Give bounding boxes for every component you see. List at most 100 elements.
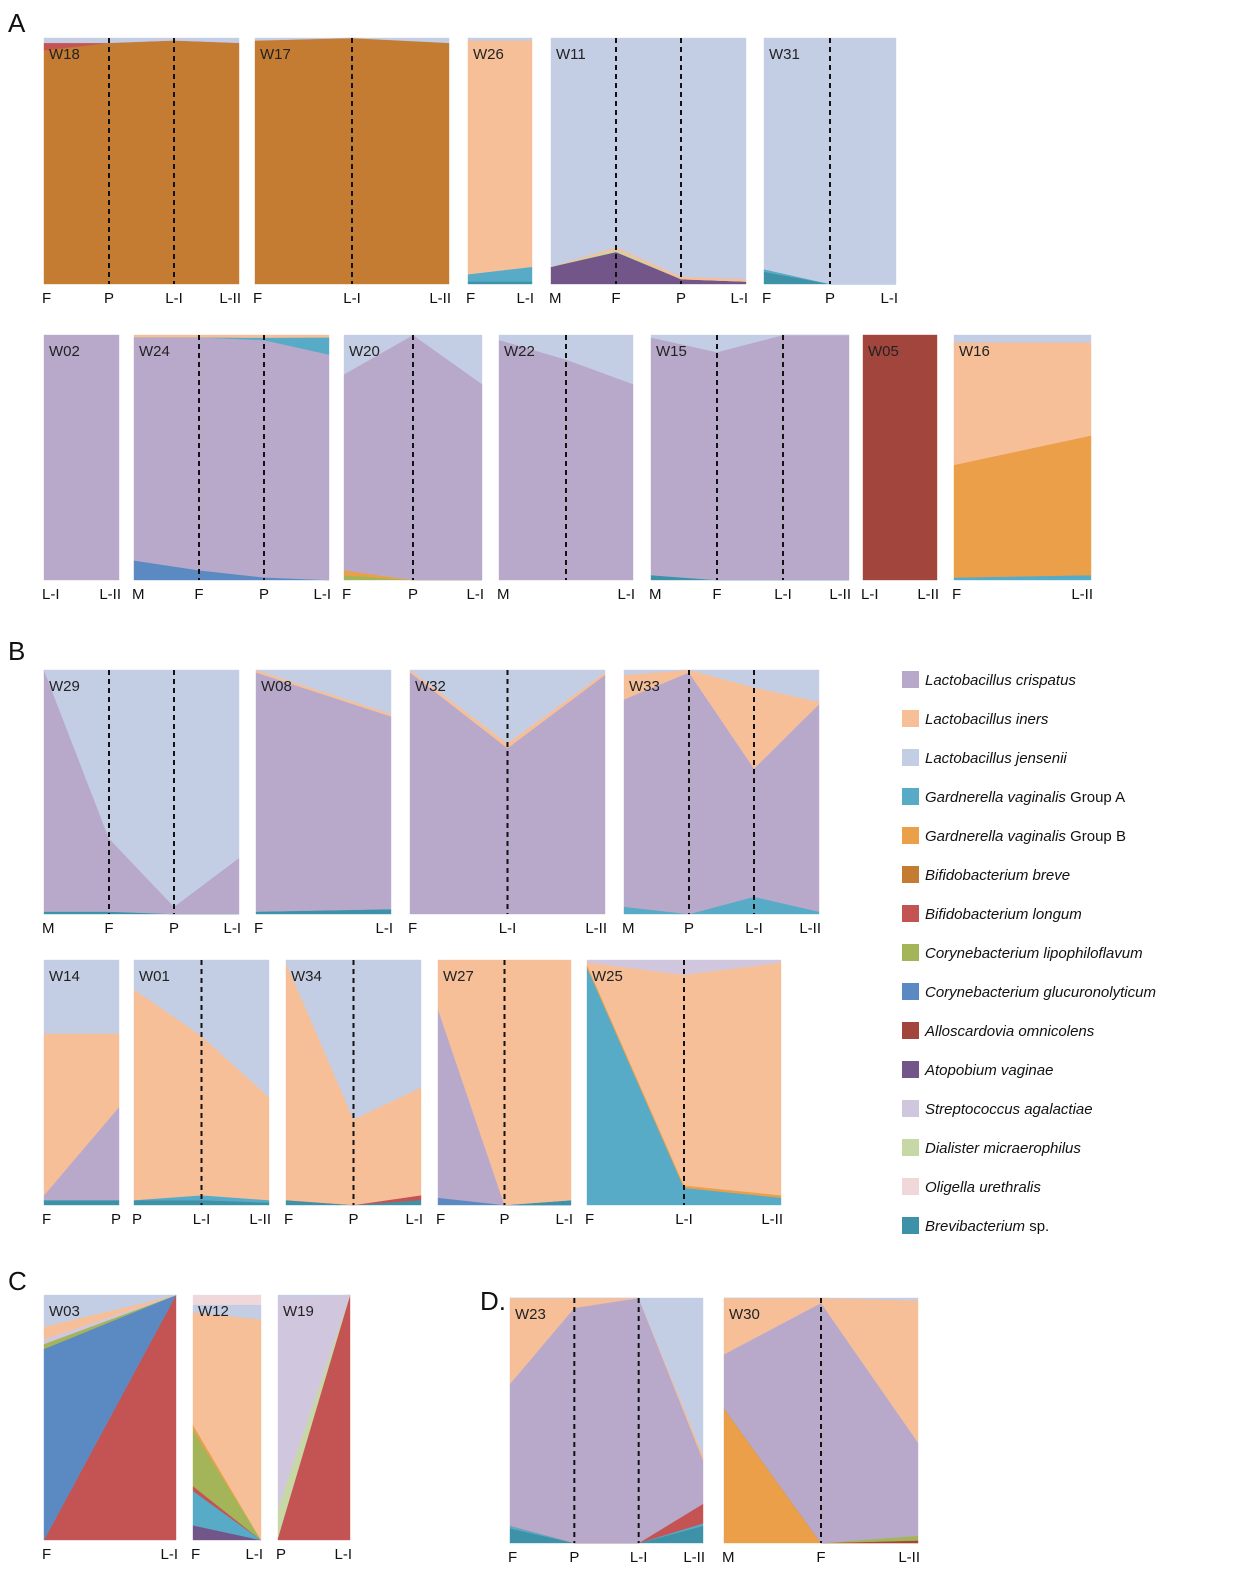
area-series-lactobacillus-jensenii bbox=[510, 1297, 704, 1455]
chart-W27: W27 F P L-I bbox=[436, 959, 573, 1228]
area-series-lactobacillus-jensenii bbox=[953, 334, 1092, 343]
legend-label: Bifidobacterium breve bbox=[925, 867, 1070, 884]
x-tick-label: P bbox=[408, 586, 418, 603]
legend-entry: Corynebacterium lipophiloflavum bbox=[902, 944, 1143, 962]
x-tick-label: L-I bbox=[245, 1546, 263, 1563]
x-tick-label: M bbox=[622, 920, 635, 937]
sample-id-label: W03 bbox=[49, 1303, 80, 1320]
x-tick-label: F bbox=[585, 1211, 594, 1228]
chart-W34: W34 F P L-I bbox=[284, 959, 423, 1228]
legend-label: Atopobium vaginae bbox=[924, 1062, 1053, 1079]
x-tick-label: F bbox=[952, 586, 961, 603]
x-tick-label: L-II bbox=[799, 920, 821, 937]
x-tick-label: P bbox=[259, 586, 269, 603]
x-tick-label: L-II bbox=[683, 1549, 705, 1566]
legend-label: Dialister micraerophilus bbox=[925, 1140, 1081, 1157]
legend-swatch bbox=[902, 1022, 919, 1039]
sample-id-label: W18 bbox=[49, 46, 80, 63]
x-tick-label: L-I bbox=[223, 920, 241, 937]
area-series-lactobacillus-jensenii bbox=[650, 334, 849, 353]
area-series-bifidobacterium-breve bbox=[43, 40, 240, 285]
chart-W15: W15 M F L-I L-II bbox=[649, 334, 851, 603]
chart-W18: W18 F P L-I L-II bbox=[42, 37, 241, 307]
area-series-lactobacillus-jensenii bbox=[623, 669, 820, 702]
x-tick-label: L-I bbox=[160, 1546, 178, 1563]
chart-W01: W01 P L-I L-II bbox=[132, 959, 271, 1228]
sample-id-label: W26 bbox=[473, 46, 504, 63]
sample-id-label: W12 bbox=[198, 1303, 229, 1320]
legend-swatch bbox=[902, 1061, 919, 1078]
x-tick-label: F bbox=[194, 586, 203, 603]
x-tick-label: L-II bbox=[219, 290, 241, 307]
x-tick-label: F bbox=[253, 290, 262, 307]
x-tick-label: M bbox=[549, 290, 562, 307]
legend-entry: Bifidobacterium breve bbox=[902, 866, 1070, 884]
x-tick-label: L-II bbox=[429, 290, 451, 307]
sample-id-label: W08 bbox=[261, 678, 292, 695]
x-tick-label: L-I bbox=[516, 290, 534, 307]
sample-id-label: W01 bbox=[139, 968, 170, 985]
chart-W03: W03 F L-I bbox=[42, 1294, 178, 1563]
legend-entry: Brevibacterium sp. bbox=[902, 1217, 1049, 1235]
area-series-lactobacillus-jensenii bbox=[43, 37, 240, 44]
x-tick-label: L-I bbox=[730, 290, 748, 307]
legend-swatch bbox=[902, 1139, 919, 1156]
legend-swatch bbox=[902, 788, 919, 805]
x-tick-label: F bbox=[762, 290, 771, 307]
sample-id-label: W29 bbox=[49, 678, 80, 695]
x-tick-label: L-II bbox=[917, 586, 939, 603]
chart-W12: W12 F L-I bbox=[191, 1294, 263, 1563]
legend-label: Alloscardovia omnicolens bbox=[924, 1023, 1095, 1040]
x-tick-label: L-II bbox=[585, 920, 607, 937]
sample-id-label: W23 bbox=[515, 1306, 546, 1323]
sample-id-label: W19 bbox=[283, 1303, 314, 1320]
chart-W29: W29 M F P L-I bbox=[42, 669, 241, 937]
legend-label: Gardnerella vaginalis Group B bbox=[925, 828, 1126, 845]
x-tick-label: P bbox=[684, 920, 694, 937]
x-tick-label: L-I bbox=[343, 290, 361, 307]
sample-id-label: W24 bbox=[139, 343, 170, 360]
area-series-lactobacillus-jensenii bbox=[724, 1297, 919, 1301]
x-tick-label: F bbox=[191, 1546, 200, 1563]
area-series-lactobacillus-jensenii bbox=[43, 959, 120, 1034]
legend-label: Brevibacterium sp. bbox=[925, 1218, 1049, 1235]
x-tick-label: L-I bbox=[466, 586, 484, 603]
chart-W08: W08 F L-I bbox=[254, 669, 393, 937]
x-tick-label: F bbox=[436, 1211, 445, 1228]
legend-swatch bbox=[902, 944, 919, 961]
area-series-oligella-urethralis bbox=[192, 1294, 262, 1305]
legend-swatch bbox=[902, 866, 919, 883]
x-tick-label: M bbox=[649, 586, 662, 603]
sample-id-label: W05 bbox=[868, 343, 899, 360]
legend-label: Corynebacterium lipophiloflavum bbox=[925, 945, 1143, 962]
area-series-lactobacillus-jensenii bbox=[43, 1294, 177, 1328]
area-series-lactobacillus-jensenii bbox=[277, 1294, 351, 1298]
x-tick-label: F bbox=[254, 920, 263, 937]
legend-label: Streptococcus agalactiae bbox=[925, 1101, 1093, 1118]
chart-W24: W24 M F P L-I bbox=[132, 334, 331, 603]
legend-entry: Oligella urethralis bbox=[902, 1178, 1041, 1196]
chart-W33: W33 M P L-I L-II bbox=[622, 669, 821, 937]
sample-id-label: W14 bbox=[49, 968, 80, 985]
x-tick-label: F bbox=[816, 1549, 825, 1566]
sample-id-label: W31 bbox=[769, 46, 800, 63]
legend-label: Corynebacterium glucuronolyticum bbox=[925, 984, 1156, 1001]
x-tick-label: L-I bbox=[861, 586, 879, 603]
x-tick-label: M bbox=[722, 1549, 735, 1566]
chart-W02: W02 L-I L-II bbox=[42, 334, 121, 603]
chart-W22: W22 M L-I bbox=[497, 334, 635, 603]
x-tick-label: L-I bbox=[193, 1211, 211, 1228]
x-tick-label: P bbox=[825, 290, 835, 307]
sample-id-label: W30 bbox=[729, 1306, 760, 1323]
x-tick-label: F bbox=[611, 290, 620, 307]
x-tick-label: L-II bbox=[898, 1549, 920, 1566]
x-tick-label: P bbox=[348, 1211, 358, 1228]
x-tick-label: L-I bbox=[745, 920, 763, 937]
x-tick-label: L-II bbox=[1071, 586, 1093, 603]
x-tick-label: L-I bbox=[499, 920, 517, 937]
area-series-lactobacillus-jensenii bbox=[255, 669, 392, 715]
legend-label: Lactobacillus iners bbox=[925, 711, 1049, 728]
sample-id-label: W34 bbox=[291, 968, 322, 985]
legend-entry: Atopobium vaginae bbox=[902, 1061, 1053, 1079]
